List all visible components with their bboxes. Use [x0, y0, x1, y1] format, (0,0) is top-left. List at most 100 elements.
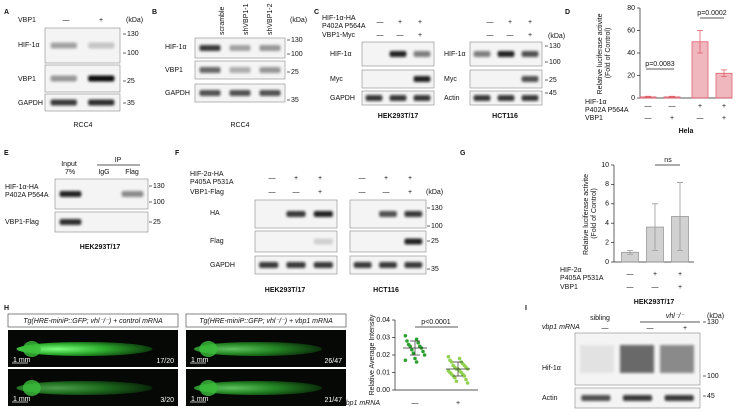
band: [664, 395, 694, 401]
label: VBP1: [18, 17, 36, 24]
y-tick-label: 4: [605, 220, 609, 227]
panel-letter: I: [525, 305, 527, 312]
point: [421, 349, 425, 354]
condition-sign: —: [645, 115, 652, 122]
y-tick-label: 0.04: [376, 317, 390, 324]
marker-label: 130: [549, 43, 561, 50]
condition-sign: +: [653, 271, 657, 278]
band: [286, 211, 306, 217]
point: [413, 356, 417, 361]
band: [622, 395, 653, 401]
condition-sign: +: [678, 271, 682, 278]
condition-sign: +: [722, 115, 726, 122]
marker-label: 130: [127, 31, 139, 38]
panel-letter: C: [314, 9, 319, 16]
label: HEK293T/17: [378, 113, 419, 120]
band: [404, 211, 423, 217]
band: [88, 99, 115, 106]
condition-sign: —: [645, 103, 652, 110]
marker-label: 25: [549, 77, 557, 84]
condition-name: VBP1: [585, 115, 603, 122]
condition-sign: —: [652, 284, 659, 291]
condition-sign: —: [669, 103, 676, 110]
count: 3/20: [160, 397, 174, 404]
label: shVBP1-2: [267, 3, 274, 35]
point: [405, 339, 409, 343]
label: VBP1-Flag: [5, 219, 39, 226]
blot-box: [254, 230, 338, 253]
band: [379, 262, 397, 268]
point: [453, 375, 457, 380]
band: [379, 211, 397, 217]
marker-label: 100: [153, 199, 165, 206]
marker-label: 100: [707, 373, 719, 380]
label: Actin: [444, 95, 460, 102]
y-tick-label: 6: [605, 201, 609, 208]
marker-label: 35: [291, 97, 299, 104]
y-tick-label: 0.02: [376, 352, 390, 359]
condition-sign: +: [384, 175, 388, 182]
panel-letter: D: [565, 9, 570, 16]
title-box: [7, 313, 179, 328]
marker-label: 130: [153, 183, 165, 190]
blot-box: [361, 69, 435, 89]
band: [259, 45, 281, 51]
label: (kDa): [126, 17, 143, 24]
condition-sign: —: [377, 19, 384, 26]
band: [88, 75, 115, 82]
band: [580, 345, 614, 373]
fish: [194, 342, 322, 356]
point: [422, 353, 427, 357]
band: [581, 395, 611, 401]
condition-sign: —: [487, 19, 494, 26]
band: [404, 262, 423, 268]
condition-sign: —: [377, 32, 384, 39]
blot-box: [349, 230, 427, 253]
point: [414, 337, 419, 342]
band: [497, 95, 515, 101]
marker-label: 100: [291, 51, 303, 58]
label: Actin: [542, 395, 558, 402]
point: [403, 333, 408, 338]
y-tick-label: 40: [627, 50, 635, 57]
label: HIF-1α: [330, 51, 352, 58]
label: VBP1: [18, 76, 36, 83]
point: [464, 377, 468, 382]
marker-label: 130: [291, 37, 303, 44]
fish-head: [199, 341, 218, 357]
label: HCT116: [373, 287, 399, 294]
label: (kDa): [426, 189, 443, 196]
condition-sign: —: [269, 189, 276, 196]
band: [313, 238, 333, 245]
condition-sign: +: [528, 32, 532, 39]
y-tick-label: 0: [631, 95, 635, 102]
band: [59, 191, 82, 197]
band: [259, 262, 279, 268]
marker-label: 45: [549, 90, 557, 97]
band: [199, 45, 221, 51]
fish-head: [199, 380, 218, 396]
x-axis-label: vbp1 mRNA: [342, 400, 380, 407]
y-tick-label: 2: [605, 239, 609, 246]
point: [446, 354, 451, 359]
label: —: [647, 325, 654, 332]
scale-label: 1 mm: [191, 357, 209, 364]
label: IP: [115, 157, 122, 164]
y-tick-label: 0.01: [376, 369, 390, 376]
y-tick-label: 0.00: [376, 387, 390, 394]
label: +: [99, 17, 103, 24]
image-title: Tg(HRE-miniP::GFP; vhl⁻/⁻) + vbp1 mRNA: [199, 318, 333, 325]
y-tick-label: 20: [627, 72, 635, 79]
condition-name: HIF-2α-HA P405A P531A: [190, 171, 234, 186]
marker-label: 25: [291, 69, 299, 76]
annotation: p=0.0083: [645, 61, 674, 68]
image-title: Tg(HRE-miniP::GFP; vhl⁻/⁻) + control mRN…: [23, 318, 163, 325]
error-bar: [721, 69, 727, 78]
condition-sign: +: [318, 175, 322, 182]
label: IgG: [98, 169, 109, 176]
label: Flag: [125, 169, 139, 176]
blot-box: [44, 93, 121, 112]
error-bar: [669, 95, 675, 98]
panel-letter: G: [460, 150, 466, 157]
